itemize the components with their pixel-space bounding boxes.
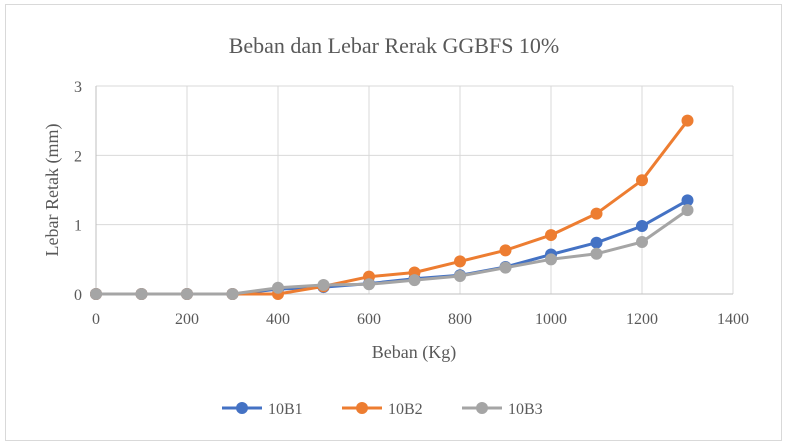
y-tick-label: 3 (74, 79, 82, 96)
x-tick-labels: 0 200 400 600 800 1000 1200 1400 (92, 311, 749, 328)
data-point-10B2 (499, 244, 512, 257)
data-point-10B2 (681, 114, 694, 127)
chart-title: Beban dan Lebar Rerak GGBFS 10% (229, 33, 560, 58)
data-point-10B2 (545, 229, 557, 242)
chart-frame (5, 4, 782, 441)
legend-label: 10B2 (388, 401, 423, 418)
x-tick-label: 600 (357, 311, 381, 328)
data-point-10B3 (317, 278, 330, 291)
data-point-10B3 (590, 247, 603, 260)
data-point-10B1 (590, 236, 603, 249)
y-tick-label: 1 (74, 218, 82, 235)
series-line-10B2 (94, 119, 689, 296)
x-axis-title: Beban (Kg) (372, 342, 456, 363)
legend-marker (356, 402, 368, 414)
legend-label: 10B1 (268, 401, 303, 418)
x-tick-label: 800 (448, 311, 472, 328)
series-line-10B3 (94, 208, 689, 296)
data-point-10B3 (499, 261, 512, 274)
data-point-10B3 (272, 281, 284, 294)
y-tick-labels: 0 1 2 3 (74, 79, 82, 304)
legend-marker (236, 402, 248, 414)
data-point-10B3 (681, 204, 694, 217)
data-point-10B3 (454, 269, 466, 282)
series-10B3 (90, 204, 694, 300)
y-tick-label: 2 (74, 148, 82, 165)
series-10B2 (90, 114, 694, 300)
x-tick-label: 400 (266, 311, 290, 328)
series-layer (90, 114, 694, 300)
data-point-10B2 (590, 207, 603, 220)
x-tick-label: 1200 (626, 311, 658, 328)
x-tick-label: 1000 (535, 311, 567, 328)
data-point-10B2 (454, 255, 466, 268)
data-point-10B3 (363, 278, 375, 291)
legend: 10B1 10B2 10B3 (222, 401, 543, 418)
data-point-10B3 (226, 288, 239, 300)
data-point-10B3 (181, 288, 193, 300)
legend-label: 10B3 (508, 401, 543, 418)
y-axis-title: Lebar Retak (mm) (42, 124, 63, 257)
data-point-10B1 (636, 220, 648, 233)
data-point-10B1 (681, 194, 694, 207)
legend-item: 10B2 (342, 401, 423, 418)
data-point-10B2 (636, 174, 648, 187)
data-point-10B3 (90, 288, 102, 300)
x-tick-label: 1400 (717, 311, 749, 328)
legend-marker (476, 402, 488, 414)
x-tick-label: 0 (92, 311, 100, 328)
data-point-10B3 (636, 236, 648, 248)
legend-item: 10B1 (222, 401, 303, 418)
axes (95, 86, 733, 295)
data-point-10B3 (135, 288, 148, 300)
y-tick-label: 0 (74, 287, 82, 304)
data-point-10B3 (408, 274, 421, 287)
gridlines (96, 85, 734, 294)
x-tick-label: 200 (175, 311, 199, 328)
data-point-10B3 (545, 253, 557, 266)
legend-item: 10B3 (462, 401, 543, 418)
